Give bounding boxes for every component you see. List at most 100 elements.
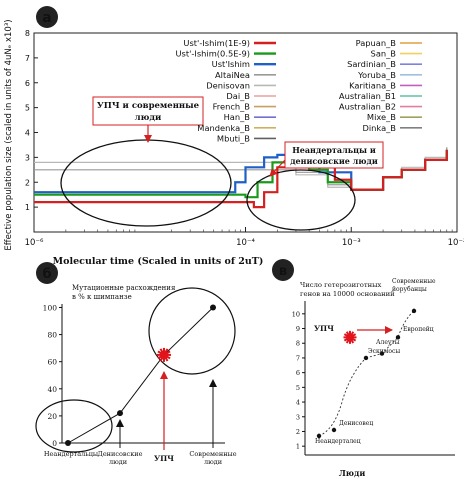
legend-label: Mandenka_B <box>197 123 250 133</box>
legend-label: Australian_B2 <box>339 102 396 112</box>
legend-label: Karitiana_B <box>349 80 396 90</box>
panel-a-y-ticks: 1 2 3 4 5 6 7 8 <box>25 29 38 212</box>
c-connector-upper <box>365 310 415 359</box>
c-ytick-label: 5 <box>296 384 300 392</box>
b-ytick-label: 80 <box>47 331 57 340</box>
a-xtick-label: 10⁻⁴ <box>236 238 255 248</box>
a-xtick-label: 10⁻² <box>448 238 464 248</box>
b-ytick-label: 20 <box>47 412 57 421</box>
b-point <box>117 410 123 417</box>
b-ytick-label: 40 <box>47 385 57 394</box>
a-xtick-label: 10⁻⁶ <box>25 238 44 248</box>
a-ytick-label: 1 <box>25 203 30 212</box>
c-label-eskimo: Эскимосы <box>368 348 400 355</box>
legend-label: Dai_B <box>226 91 250 101</box>
c-ytick-label: 1 <box>296 443 300 451</box>
c-label-aleut: Алеуты <box>376 339 400 346</box>
annotation-left: УПЧ и современные люди <box>92 96 204 143</box>
panel-b-ylabel-2: в % к шимпанзе <box>72 293 132 301</box>
c-ytick-label: 8 <box>296 340 300 348</box>
b-ytick-label: 60 <box>47 358 57 367</box>
a-ytick-label: 6 <box>25 79 30 88</box>
ellipse-archaic-humans <box>246 169 356 231</box>
panel-b-ellipse-modern <box>148 287 236 375</box>
annot-right-line1: Неандертальцы и <box>292 145 376 155</box>
c-label-upch: УПЧ <box>314 324 334 333</box>
b-label-neanderthal: Неандертальцы <box>44 450 98 458</box>
c-point <box>331 427 337 433</box>
panel-b-badge <box>36 262 58 284</box>
c-ytick-label: 9 <box>296 325 300 333</box>
c-ytick-label: 7 <box>296 354 300 362</box>
panel-a-badge <box>36 6 58 28</box>
panel-c-badge <box>272 259 294 281</box>
legend-label: Papuan_B <box>356 38 397 48</box>
panel-b-plot <box>65 304 216 446</box>
panel-c-xlabel: Люди <box>339 468 366 478</box>
legend-label: Dinka_B <box>362 123 396 133</box>
c-label-modern-1: Современные <box>392 278 436 285</box>
c-ytick-label: 4 <box>296 399 300 407</box>
panel-a-ylabel: Effective population size (scaled in uni… <box>4 19 14 250</box>
annot-left-line1: УПЧ и современные <box>97 101 200 111</box>
b-label-modern-1: Современные <box>189 450 236 458</box>
b-ytick-label: 0 <box>52 439 57 448</box>
panel-c-ylabel-2: генов на 10000 оснований <box>300 290 395 298</box>
panel-b-y-ticks: 0 20 40 60 80 100 <box>43 303 62 448</box>
c-point <box>379 351 385 356</box>
legend-label: Australian_B1 <box>339 91 396 101</box>
b-point <box>65 440 71 446</box>
legend-label: Mbuti_B <box>217 133 250 143</box>
c-ytick-label: 6 <box>296 369 300 377</box>
c-connector-lower <box>318 357 367 437</box>
c-ytick-label: 2 <box>296 428 300 436</box>
panel-a-badge-label: a <box>42 10 51 26</box>
annot-left-line2: люди <box>135 113 162 123</box>
panel-a: 1 2 3 4 5 6 7 8 10⁻⁶ 10⁻⁴ 10⁻³ 10⁻² a Effective po… <box>4 6 464 267</box>
b-point-upch-star <box>157 347 171 362</box>
a-ytick-label: 4 <box>25 129 30 138</box>
legend-label: Ust'-Ishim(0.5E-9) <box>175 49 250 59</box>
panel-c-y-ticks: 1 2 3 4 5 6 7 8 9 10 <box>292 310 305 451</box>
panel-c: в Число гетерозиготных генов на 10000 ос… <box>272 259 455 478</box>
b-label-upch: УПЧ <box>154 454 174 463</box>
panel-c-badge-label: в <box>279 264 287 279</box>
panel-b-ellipse-archaic <box>35 399 113 453</box>
c-label-european: Европейц <box>403 326 434 333</box>
legend-label: Han_B <box>224 112 251 122</box>
c-point <box>411 308 417 314</box>
legend-label: French_B <box>213 102 251 112</box>
c-point <box>316 433 322 439</box>
legend-label: Sardinian_B <box>347 59 396 69</box>
c-label-denisovan: Денисовец <box>339 420 373 427</box>
c-ytick-label: 10 <box>292 310 300 318</box>
annotation-right: Неандертальцы и денисовские люди <box>269 141 384 177</box>
legend-label: Denisovan <box>206 80 250 90</box>
b-label-denisovan-2: люди <box>109 458 127 466</box>
b-series-line <box>67 307 214 444</box>
c-point <box>363 355 369 361</box>
c-label-modern-2: йорубанцы <box>392 286 427 293</box>
b-label-denisovan-1: Денисовские <box>98 450 143 458</box>
legend-label: Mixe_B <box>367 112 396 122</box>
panel-a-legend: Ust'-Ishim(1E-9)Ust'-Ishim(0.5E-9)Ust'Is… <box>175 38 422 143</box>
b-label-modern-2: люди <box>204 458 222 466</box>
legend-label: Yoruba_B <box>357 70 396 80</box>
a-ytick-label: 3 <box>25 153 30 162</box>
a-ytick-label: 8 <box>25 29 30 38</box>
panel-a-x-ticks: 10⁻⁶ 10⁻⁴ 10⁻³ 10⁻² <box>25 227 464 248</box>
legend-label: Ust'-Ishim(1E-9) <box>183 38 250 48</box>
legend-label: AltaiNea <box>215 70 250 80</box>
b-point <box>210 304 216 311</box>
panel-a-xlabel: Molecular time (Scaled in units of 2uT) <box>53 256 264 267</box>
panel-c-plot <box>316 308 417 439</box>
legend-label: San_B <box>371 49 397 59</box>
c-point-upch-star <box>343 330 357 344</box>
panel-c-ylabel-1: Число гетерозиготных <box>300 281 382 289</box>
panel-b: б Мутационные расхождения в % к шимпанзе… <box>35 262 237 466</box>
c-point <box>395 335 401 340</box>
c-ytick-label: 3 <box>296 413 300 421</box>
a-xtick-label: 10⁻³ <box>342 238 361 248</box>
a-ytick-label: 2 <box>25 178 30 187</box>
annot-right-arrow <box>269 159 286 177</box>
